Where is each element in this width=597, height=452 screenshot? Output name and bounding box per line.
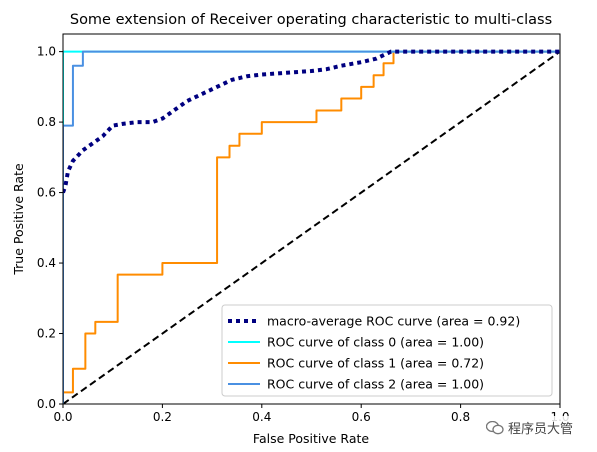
legend-label-0: macro-average ROC curve (area = 0.92) <box>267 314 520 329</box>
y-tick-label: 0.6 <box>37 186 56 200</box>
y-axis-label: True Positive Rate <box>11 163 26 276</box>
series-line-3 <box>63 50 560 404</box>
x-tick-label: 0.0 <box>53 410 72 424</box>
wechat-icon <box>486 420 504 434</box>
series-line-4 <box>63 50 560 404</box>
x-axis-label: False Positive Rate <box>253 431 369 446</box>
x-tick-label: 0.4 <box>252 410 271 424</box>
series-line-0 <box>63 49 560 194</box>
legend: macro-average ROC curve (area = 0.92) ROC… <box>221 304 553 397</box>
y-axis: 0.0 0.2 0.4 0.6 0.8 1.0 <box>37 45 63 411</box>
legend-label-1: ROC curve of class 0 (area = 1.00) <box>267 335 484 350</box>
y-tick-label: 1.0 <box>37 45 56 59</box>
y-tick-label: 0.2 <box>37 327 56 341</box>
series-layer <box>63 49 560 404</box>
legend-label-2: ROC curve of class 1 (area = 0.72) <box>267 356 484 371</box>
series-line-2 <box>63 50 560 404</box>
y-tick-label: 0.4 <box>37 256 56 270</box>
x-tick-label: 0.6 <box>352 410 371 424</box>
y-tick-label: 0.0 <box>37 397 56 411</box>
legend-label-3: ROC curve of class 2 (area = 1.00) <box>267 377 484 392</box>
legend-box <box>221 304 553 397</box>
watermark-text: 程序员大管 <box>508 422 574 437</box>
plot-frame <box>62 33 561 405</box>
chart-title: Some extension of Receiver operating cha… <box>70 12 552 28</box>
y-tick-label: 0.8 <box>37 115 56 129</box>
x-tick-label: 0.8 <box>451 410 470 424</box>
x-tick-label: 0.2 <box>153 410 172 424</box>
watermark: 程序员大管 <box>482 416 578 439</box>
